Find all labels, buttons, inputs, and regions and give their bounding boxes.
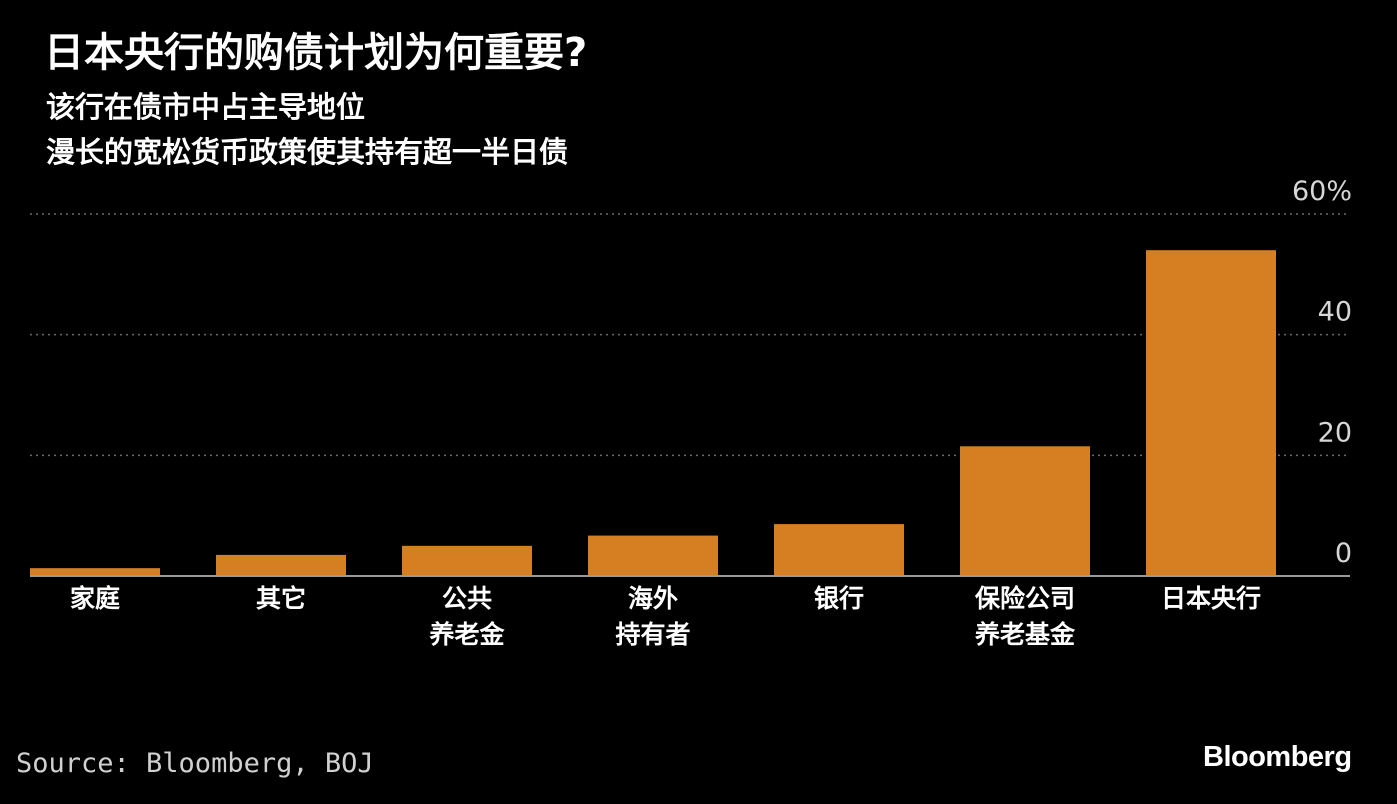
x-tick-label: 养老金 [428,620,505,649]
source-note: Source: Bloomberg, BOJ [16,748,374,779]
bar [30,568,160,576]
y-tick-label: 0 [1335,538,1352,569]
bloomberg-logo: Bloomberg [1203,741,1352,773]
x-tick-label: 其它 [256,584,306,613]
x-tick-label: 持有者 [615,620,690,649]
y-tick-label: 60% [1292,176,1352,207]
x-tick-label: 家庭 [70,584,120,613]
bar [1146,250,1276,576]
bar [588,535,718,576]
x-tick-label: 保险公司 [974,584,1075,613]
x-tick-label: 海外 [628,584,678,613]
bar [774,524,904,576]
chart-subtitle-2: 漫长的宽松货币政策使其持有超一半日债 [46,135,569,169]
x-tick-label: 银行 [814,584,864,613]
bar [960,446,1090,576]
chart-title: 日本央行的购债计划为何重要? [44,30,588,76]
bar [216,554,346,576]
y-tick-label: 20 [1318,417,1352,448]
x-tick-label: 养老基金 [974,620,1076,649]
chart-subtitle-1: 该行在债市中占主导地位 [46,90,366,124]
y-tick-label: 40 [1318,297,1352,328]
bar [402,545,532,576]
x-tick-label: 日本央行 [1161,584,1261,613]
x-tick-label: 公共 [442,584,492,613]
